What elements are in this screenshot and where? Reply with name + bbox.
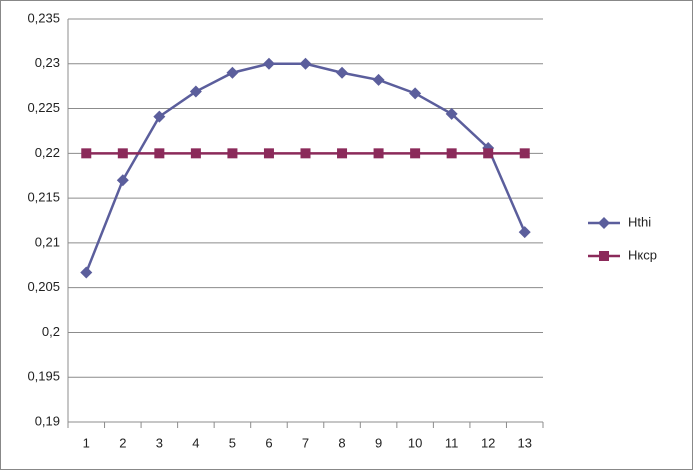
x-tick-label: 3	[156, 435, 163, 450]
legend-label: Hкср	[628, 247, 657, 262]
point	[519, 148, 530, 159]
y-tick-label: 0,235	[27, 10, 60, 25]
point	[227, 148, 238, 159]
x-tick-label: 11	[445, 435, 459, 450]
y-tick-label: 0,22	[35, 145, 60, 160]
legend-marker	[598, 217, 610, 229]
point	[300, 148, 311, 159]
x-tick-label: 4	[192, 435, 199, 450]
y-tick-label: 0,19	[35, 413, 60, 428]
point	[336, 66, 349, 79]
point	[409, 87, 422, 100]
x-tick-label: 7	[302, 435, 309, 450]
x-tick-label: 12	[481, 435, 495, 450]
y-tick-label: 0,23	[35, 55, 60, 70]
x-tick-label: 13	[517, 435, 531, 450]
x-tick-label: 6	[265, 435, 272, 450]
point	[372, 73, 385, 86]
point	[154, 148, 165, 159]
y-tick-label: 0,21	[35, 234, 60, 249]
point	[153, 110, 166, 123]
x-tick-label: 8	[338, 435, 345, 450]
point	[190, 148, 201, 159]
point	[81, 148, 92, 159]
legend-label: Hthi	[628, 214, 651, 229]
point	[446, 148, 457, 159]
point	[337, 148, 348, 159]
point	[518, 226, 531, 239]
x-tick-label: 9	[375, 435, 382, 450]
y-tick-label: 0,205	[27, 279, 60, 294]
point	[483, 148, 494, 159]
point	[445, 107, 458, 120]
point	[262, 57, 275, 70]
point	[189, 85, 202, 98]
point	[263, 148, 274, 159]
x-tick-label: 5	[229, 435, 236, 450]
y-tick-label: 0,225	[27, 100, 60, 115]
y-tick-label: 0,215	[27, 190, 60, 205]
point	[373, 148, 384, 159]
y-tick-label: 0,2	[42, 324, 60, 339]
point	[117, 148, 128, 159]
point	[80, 266, 93, 279]
x-tick-label: 10	[408, 435, 422, 450]
legend-marker	[599, 251, 609, 261]
x-tick-label: 1	[83, 435, 90, 450]
point	[116, 174, 129, 187]
point	[299, 57, 312, 70]
point	[410, 148, 421, 159]
x-tick-label: 2	[119, 435, 126, 450]
point	[226, 66, 239, 79]
y-tick-label: 0,195	[27, 369, 60, 384]
